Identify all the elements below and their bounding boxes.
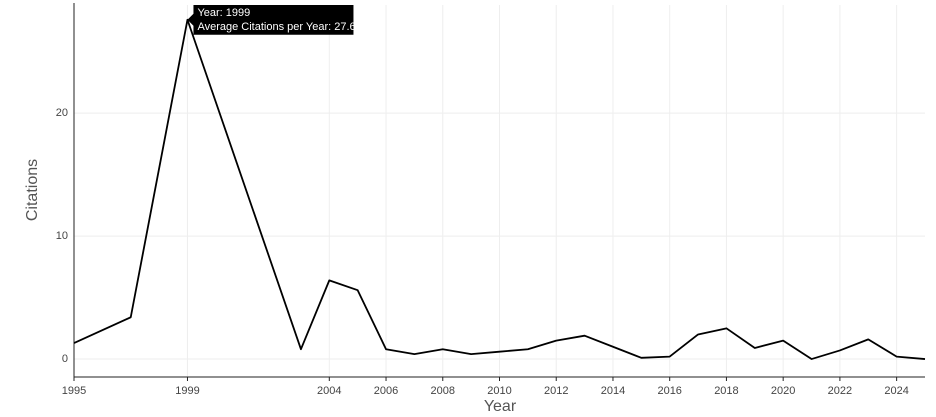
x-tick-label: 2012 [544, 385, 568, 397]
line [73, 18, 926, 360]
x-tick-label: 2024 [884, 385, 908, 397]
x-tick-label: 2010 [487, 385, 511, 397]
x-axis-title: Year [484, 398, 517, 415]
tooltip: Year: 1999 Average Citations per Year: 27… [187, 5, 356, 35]
x-tick-label: 2016 [657, 385, 681, 397]
grid [73, 5, 925, 377]
y-tick-label: 20 [56, 107, 68, 119]
x-tick-label: 1999 [175, 385, 199, 397]
tooltip-text: Year: 1999 [197, 7, 250, 19]
x-tick-label: 2020 [771, 385, 795, 397]
y-axis-title: Citations [24, 159, 41, 221]
tooltip-text: Average Citations per Year: 27.6 [197, 21, 355, 33]
x-tick-label: 2018 [714, 385, 738, 397]
x-tick-label: 2022 [828, 385, 852, 397]
tooltip-box [187, 5, 354, 35]
x-tick-label: 2006 [374, 385, 398, 397]
x-tick-label: 2014 [601, 385, 625, 397]
y-tick-label: 10 [56, 230, 68, 242]
x-tick-label: 1995 [62, 385, 86, 397]
y-tick-label: 0 [62, 353, 68, 365]
x-tick-label: 2004 [317, 385, 341, 397]
x-tick-label: 2008 [431, 385, 455, 397]
